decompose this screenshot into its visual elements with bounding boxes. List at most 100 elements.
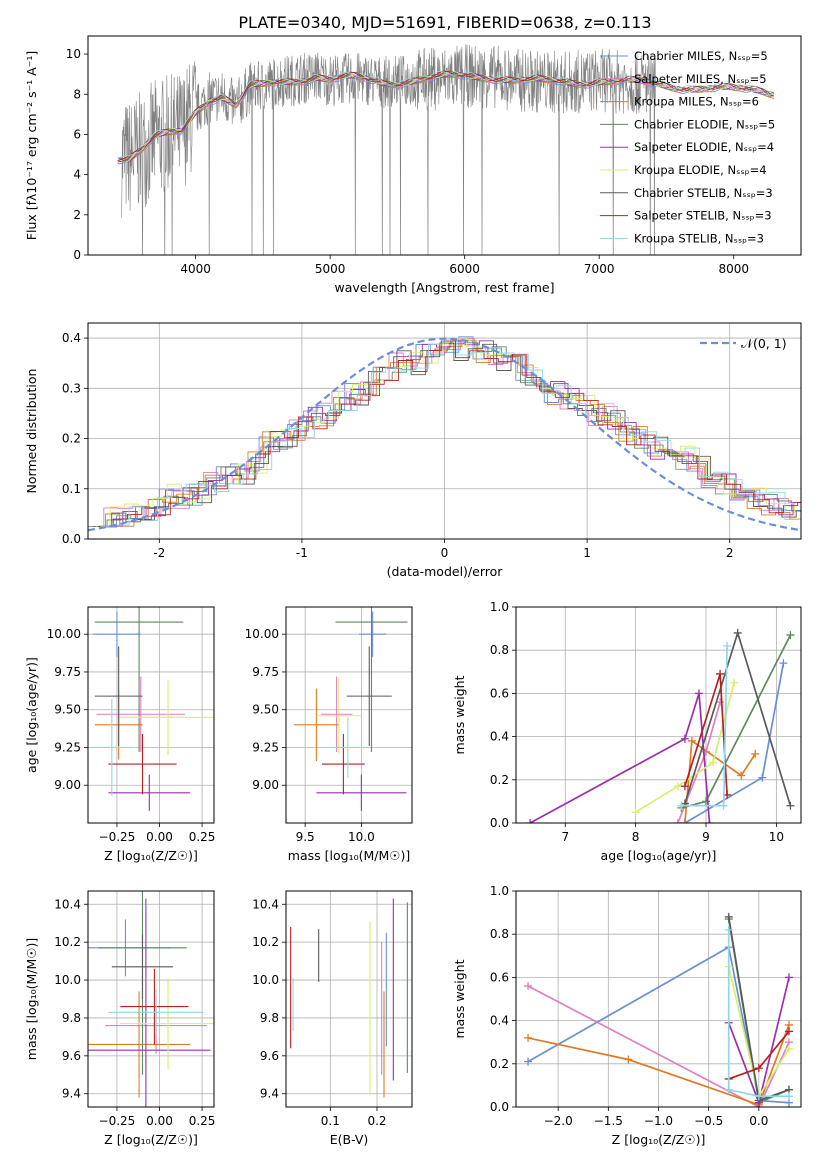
x-axis-label: wavelength [Angstrom, rest frame] (334, 280, 554, 295)
y-tick-label: 0.4 (62, 331, 81, 345)
y-tick-label: 10.0 (252, 973, 279, 987)
x-tick-label: −0.5 (694, 1114, 723, 1128)
y-tick-label: 0 (73, 248, 81, 262)
plot-area (91, 607, 214, 811)
y-tick-label: 9.8 (260, 1011, 279, 1025)
weight-marker (724, 912, 733, 921)
y-tick-label: 6 (73, 127, 81, 141)
plot-area (88, 891, 214, 1107)
y-tick-label: 1.0 (490, 884, 509, 898)
y-tick-label: 0.0 (62, 532, 81, 546)
plot-area (293, 607, 408, 811)
weight-marker (784, 1027, 793, 1036)
weight-marker (716, 698, 725, 707)
y-tick-label: 9.4 (260, 1087, 279, 1101)
chart-mass-weight-vs-Z: −2.0 −1.5 −1.0 −0.5 0.0 0.0 0.2 0.4 0.6 0.8 1.0 Z [… (452, 884, 802, 1147)
weight-marker (624, 1055, 633, 1064)
histogram-step (95, 337, 801, 527)
weight-marker (524, 1033, 533, 1042)
y-tick-label: 9.25 (54, 740, 81, 754)
weight-marker (784, 1092, 793, 1101)
legend-label: Salpeter ELODIE, Nₛₛₚ=4 (634, 140, 774, 154)
y-tick-label: 9.75 (54, 665, 81, 679)
plot-area (290, 898, 408, 1098)
model-line (117, 70, 774, 159)
model-line (117, 72, 774, 161)
x-tick-label: 6000 (449, 262, 480, 276)
chart-mass-vs-EBV: 0.1 0.2 9.4 9.6 9.8 10.0 10.2 10.4 E(B-V) (252, 890, 413, 1147)
weight-marker (680, 782, 689, 791)
x-tick-label: 8000 (718, 262, 749, 276)
weight-line (527, 1024, 790, 1106)
chart-residual-histogram: -2 -1 0 1 2 0.0 0.1 0.2 0.3 0.4 (data-model)/error… (24, 322, 802, 579)
weight-line (681, 634, 792, 809)
x-tick-label: −1.5 (594, 1114, 623, 1128)
y-tick-label: 0.0 (490, 816, 509, 830)
y-tick-label: 10.4 (54, 897, 81, 911)
weight-marker (680, 734, 689, 743)
plot-area (117, 44, 775, 255)
y-tick-label: 0.8 (490, 643, 509, 657)
weight-marker (631, 808, 640, 817)
weight-marker (724, 925, 733, 934)
y-axis-label: mass weight (452, 959, 467, 1038)
y-tick-label: 0.3 (62, 381, 81, 395)
legend-label: Kroupa STELIB, Nₛₛₚ=3 (634, 231, 764, 245)
weight-marker (702, 797, 710, 806)
x-tick-label: −2.0 (544, 1114, 573, 1128)
histogram-step (100, 338, 801, 527)
weight-marker (754, 1064, 763, 1073)
weight-marker (737, 771, 746, 780)
x-tick-label: 0.2 (367, 1114, 386, 1128)
histogram-step (97, 342, 801, 527)
weight-line (529, 693, 711, 823)
figure-title: PLATE=0340, MJD=51691, FIBERID=0638, z=0… (238, 13, 651, 32)
y-tick-label: 0.6 (490, 970, 509, 984)
histogram-step (89, 338, 801, 527)
x-axis-label: mass [log₁₀(M/M☉)] (288, 848, 410, 863)
legend-label: Salpeter MILES, Nₛₛₚ=5 (634, 72, 767, 86)
x-axis-label: (data-model)/error (387, 564, 504, 579)
x-axis-label: Z [log₁₀(Z/Z☉)] (104, 848, 198, 863)
axes-frame (285, 606, 413, 824)
weight-marker (673, 819, 682, 823)
y-axis-label: Flux [fλ10⁻¹⁷ erg cm⁻² s⁻¹ A⁻¹] (24, 51, 39, 240)
y-tick-label: 4 (73, 168, 81, 182)
weight-marker (754, 1092, 763, 1101)
y-tick-label: 10.4 (252, 897, 279, 911)
weight-marker (705, 819, 714, 823)
weight-marker (680, 819, 689, 823)
y-tick-label: 9.00 (252, 778, 279, 792)
x-tick-label: 8 (632, 830, 640, 844)
y-tick-label: 10.2 (54, 935, 81, 949)
y-tick-label: 9.6 (62, 1049, 81, 1063)
y-tick-label: 0.1 (62, 482, 81, 496)
weight-marker (733, 628, 742, 637)
x-tick-label: −1.0 (644, 1114, 673, 1128)
x-axis-label: Z [log₁₀(Z/Z☉)] (612, 1132, 706, 1147)
x-tick-label: -2 (153, 546, 165, 560)
observed-spectrum (121, 44, 656, 255)
x-tick-label: -1 (296, 546, 308, 560)
y-tick-label: 2 (73, 208, 81, 222)
x-tick-label: 10.0 (348, 830, 375, 844)
y-tick-label: 10.00 (245, 627, 279, 641)
y-tick-label: 1.0 (490, 600, 509, 614)
chart-mass-weight-vs-age: 7 8 9 10 0.0 0.2 0.4 0.6 0.8 1.0 age [log₁₀(age/yr… (452, 600, 802, 863)
x-tick-label: 0.1 (321, 1114, 340, 1128)
y-tick-label: 0.2 (62, 432, 81, 446)
axes-frame (87, 35, 802, 256)
y-tick-label: 10.2 (252, 935, 279, 949)
weight-marker (524, 1057, 533, 1066)
y-tick-label: 0.6 (490, 686, 509, 700)
x-axis-label: Z [log₁₀(Z/Z☉)] (104, 1132, 198, 1147)
y-axis-label: Normed distribution (24, 369, 39, 494)
histogram-step (99, 340, 801, 527)
chart-age-vs-mass: 9.5 10.0 9.00 9.25 9.50 9.75 10.00 mass [log₁₀(… (245, 606, 413, 863)
x-tick-label: 9.5 (296, 830, 315, 844)
x-tick-label: −0.25 (99, 830, 136, 844)
y-tick-label: 9.8 (62, 1011, 81, 1025)
x-tick-label: −0.25 (99, 1114, 136, 1128)
y-tick-label: 10.0 (54, 973, 81, 987)
